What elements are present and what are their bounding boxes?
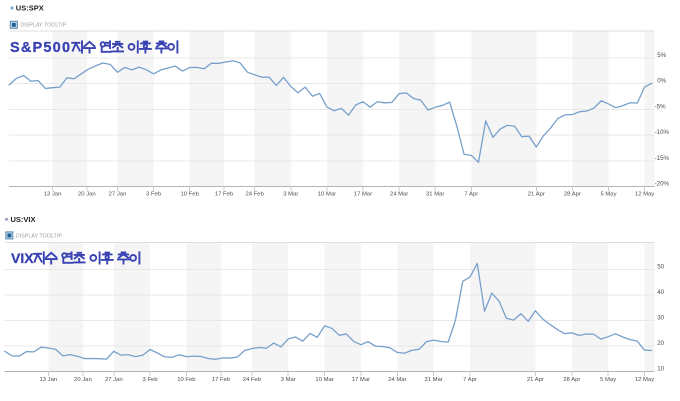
svg-text:24 Feb: 24 Feb: [246, 191, 265, 197]
svg-text:10: 10: [657, 366, 664, 373]
svg-text:VIX: VIX: [11, 250, 34, 266]
svg-text:30: 30: [657, 314, 664, 321]
svg-text:US:SPX: US:SPX: [16, 4, 44, 13]
svg-text:12 May: 12 May: [635, 191, 654, 197]
svg-text:5%: 5%: [657, 52, 666, 59]
svg-text:28 Apr: 28 Apr: [563, 377, 580, 383]
svg-text:24 Feb: 24 Feb: [243, 377, 262, 383]
svg-text:17 Feb: 17 Feb: [212, 377, 231, 383]
svg-text:31 Mar: 31 Mar: [426, 191, 444, 197]
svg-text:5 May: 5 May: [600, 191, 616, 197]
svg-text:21 Apr: 21 Apr: [527, 377, 544, 383]
svg-text:31 Mar: 31 Mar: [424, 377, 442, 383]
svg-text:24 Mar: 24 Mar: [388, 377, 406, 383]
svg-text:7 Apr: 7 Apr: [463, 377, 477, 383]
svg-text:17 Mar: 17 Mar: [354, 191, 372, 197]
svg-text:28 Apr: 28 Apr: [564, 191, 581, 197]
svg-text:3 Mar: 3 Mar: [283, 191, 298, 197]
svg-text:-5%: -5%: [655, 103, 667, 110]
svg-text:5 May: 5 May: [600, 377, 616, 383]
svg-text:20 Jan: 20 Jan: [74, 377, 92, 383]
svg-text:17 Feb: 17 Feb: [215, 191, 234, 197]
svg-text:3 Feb: 3 Feb: [143, 377, 159, 383]
svg-text:3 Feb: 3 Feb: [146, 191, 162, 197]
svg-text:10 Mar: 10 Mar: [315, 377, 333, 383]
svg-text:27 Jan: 27 Jan: [105, 377, 123, 383]
svg-text:10 Feb: 10 Feb: [177, 377, 196, 383]
svg-text:DISPLAY TOOLTIP: DISPLAY TOOLTIP: [20, 22, 66, 28]
svg-text:S&P500: S&P500: [10, 40, 71, 56]
svg-text:27 Jan: 27 Jan: [109, 191, 127, 197]
svg-text:17 Mar: 17 Mar: [352, 377, 370, 383]
svg-text:7 Apr: 7 Apr: [464, 191, 478, 197]
svg-text:12 May: 12 May: [635, 377, 654, 383]
svg-text:40: 40: [657, 289, 664, 296]
svg-text:20 Jan: 20 Jan: [78, 191, 96, 197]
svg-text:US:VIX: US:VIX: [11, 215, 36, 224]
svg-text:-20%: -20%: [655, 181, 670, 188]
svg-text:13 Jan: 13 Jan: [39, 377, 57, 383]
svg-text:24 Mar: 24 Mar: [390, 191, 408, 197]
svg-text:50: 50: [657, 263, 664, 270]
svg-text:0%: 0%: [657, 78, 666, 85]
svg-text:20: 20: [657, 340, 664, 347]
svg-text:-10%: -10%: [655, 129, 670, 136]
svg-text:DISPLAY TOOLTIP: DISPLAY TOOLTIP: [16, 233, 62, 239]
svg-text:-15%: -15%: [655, 155, 670, 162]
svg-text:21 Apr: 21 Apr: [528, 191, 545, 197]
svg-text:10 Feb: 10 Feb: [181, 191, 200, 197]
svg-text:10 Mar: 10 Mar: [318, 191, 336, 197]
svg-text:3 Mar: 3 Mar: [281, 377, 296, 383]
svg-text:13 Jan: 13 Jan: [44, 191, 62, 197]
